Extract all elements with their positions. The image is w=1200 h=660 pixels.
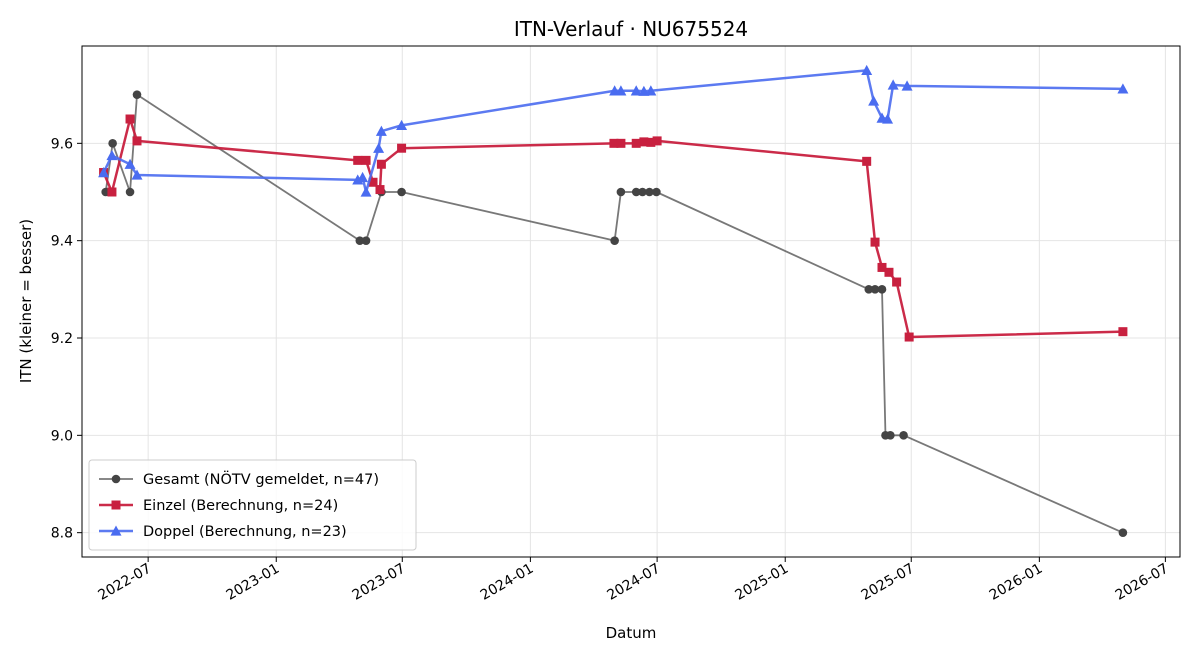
data-point (361, 155, 371, 165)
legend-entry: Einzel (Berechnung, n=24) (99, 498, 338, 514)
legend-entry: Doppel (Berechnung, n=23) (99, 524, 347, 540)
data-point (870, 285, 880, 294)
data-point (631, 187, 641, 197)
y-axis-label: ITN (kleiner = besser) (17, 219, 35, 383)
data-point (376, 159, 386, 169)
data-point (862, 156, 872, 166)
data-point (355, 236, 365, 245)
data-point (375, 185, 385, 195)
data-point (884, 267, 894, 277)
y-tick-label: 9.6 (51, 136, 73, 152)
legend: Gesamt (NÖTV gemeldet, n=47) Einzel (Bere… (88, 459, 417, 551)
data-point (610, 236, 619, 245)
data-point (98, 167, 110, 178)
data-point (368, 177, 378, 187)
legend-label: Einzel (Berechnung, n=24) (143, 498, 338, 514)
data-point (861, 64, 873, 76)
y-tick-label: 9.4 (51, 234, 73, 250)
data-point (645, 85, 657, 96)
data-point (631, 138, 641, 148)
y-tick-label: 9.0 (51, 428, 73, 444)
data-point (361, 236, 371, 245)
data-point (899, 431, 908, 440)
data-point (877, 285, 887, 294)
y-tick-label: 8.8 (51, 526, 73, 542)
data-point (1118, 528, 1128, 537)
data-point (111, 474, 121, 484)
legend-box (88, 459, 417, 551)
data-point (357, 171, 369, 183)
data-point (110, 525, 122, 536)
data-point (901, 80, 913, 91)
data-point (904, 332, 914, 342)
data-point (630, 85, 642, 96)
data-point (645, 187, 654, 197)
data-point (892, 277, 902, 287)
data-point (375, 125, 387, 136)
chart-title: ITN-Verlauf · NU675524 (514, 17, 748, 41)
data-point (111, 500, 121, 510)
data-point (652, 136, 662, 146)
data-point (638, 187, 647, 197)
data-point (616, 187, 626, 197)
data-point (870, 237, 880, 247)
data-point (864, 285, 874, 294)
legend-entry: Gesamt (NÖTV gemeldet, n=47) (99, 470, 379, 488)
data-point (373, 142, 385, 153)
series-1 (99, 114, 1128, 342)
legend-label: Gesamt (NÖTV gemeldet, n=47) (143, 470, 379, 488)
series-layer (98, 64, 1129, 537)
plot-frame (81, 45, 1181, 558)
data-point (877, 262, 887, 272)
data-point (106, 150, 118, 161)
data-point (609, 138, 619, 148)
series-2 (98, 64, 1129, 197)
data-point (396, 119, 408, 131)
data-point (616, 138, 626, 148)
data-point (1117, 83, 1129, 94)
data-point (868, 95, 880, 106)
data-point (639, 137, 649, 147)
data-point (131, 169, 143, 180)
data-point (1118, 327, 1128, 337)
data-point (882, 113, 894, 124)
data-point (124, 158, 136, 169)
data-point (125, 114, 135, 124)
data-point (615, 85, 627, 96)
data-point (652, 187, 661, 197)
series-0 (101, 90, 1128, 537)
legend-label: Doppel (Berechnung, n=23) (143, 524, 347, 540)
data-point (397, 143, 407, 153)
data-point (107, 187, 117, 197)
data-point (132, 90, 142, 99)
data-point (887, 79, 899, 90)
data-point (108, 139, 117, 148)
data-point (886, 431, 895, 440)
data-point (125, 187, 135, 197)
data-point (397, 187, 406, 197)
data-point (360, 186, 372, 197)
y-tick-label: 9.2 (51, 331, 73, 347)
x-axis-label: Datum (606, 624, 657, 642)
data-point (132, 136, 142, 146)
data-point (646, 137, 656, 147)
data-point (353, 155, 363, 165)
